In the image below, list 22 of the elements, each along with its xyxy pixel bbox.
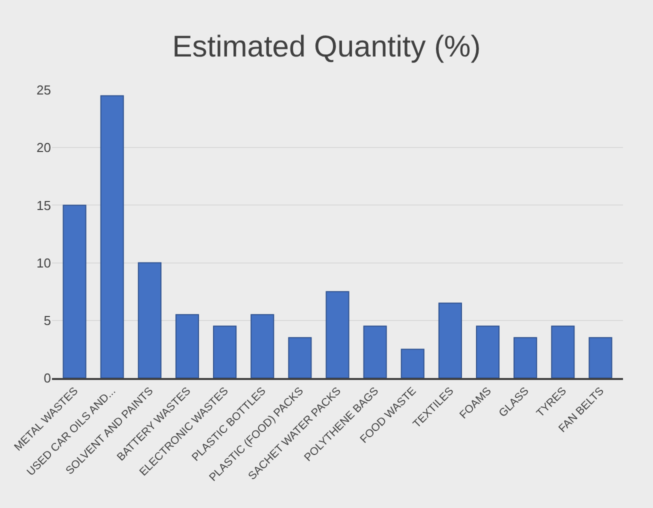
y-tick-label: 0 [44,370,51,386]
bar [363,326,387,378]
bar [288,337,312,378]
bar [551,326,575,378]
y-tick-label: 10 [36,255,51,270]
y-tick-label: 5 [44,312,51,328]
bar [514,337,538,378]
bar [213,326,237,378]
bar [326,291,350,378]
bar [175,314,200,378]
bar [250,314,274,378]
chart-title: Estimated Quantity (%) [172,30,481,64]
y-tick-label: 25 [36,82,51,98]
bar [438,302,462,378]
bar [100,95,124,378]
bar [62,204,86,378]
bar [400,348,424,378]
bar [138,262,162,378]
y-tick-label: 15 [36,198,51,213]
bar [588,337,612,378]
bar [476,326,500,378]
y-tick-label: 20 [36,140,51,156]
